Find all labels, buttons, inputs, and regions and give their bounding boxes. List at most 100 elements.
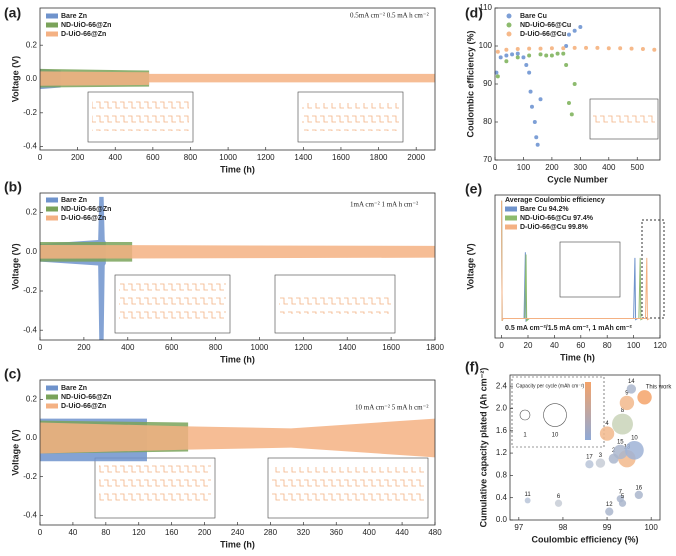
point — [549, 46, 554, 51]
legend-swatch — [46, 197, 58, 203]
x-tick-label: 1200 — [257, 153, 275, 162]
x-tick-label: 160 — [165, 528, 179, 537]
legend-swatch — [46, 385, 58, 391]
y-tick-label: 100 — [479, 41, 493, 50]
x-axis-label: Cycle Number — [547, 174, 608, 184]
bubble — [585, 460, 594, 469]
y-tick-label: -0.2 — [23, 108, 37, 117]
legend-swatch — [46, 215, 58, 221]
x-tick-label: 480 — [428, 528, 442, 537]
legend-swatch — [46, 394, 58, 400]
bubble-label: 11 — [525, 492, 532, 498]
legend-swatch — [46, 403, 58, 409]
plot-frame — [494, 7, 661, 161]
legend-title: Average Coulombic efficiency — [505, 197, 605, 204]
point — [538, 52, 543, 57]
annotation: 10 mA cm⁻² 5 mA h cm⁻² — [355, 404, 428, 412]
x-tick-label: 0 — [493, 163, 498, 172]
point — [494, 70, 499, 75]
point — [572, 45, 577, 50]
y-tick-label: 2.0 — [496, 404, 508, 413]
point — [527, 46, 532, 51]
size-legend-circle — [519, 409, 531, 421]
x-tick-label: 280 — [264, 528, 278, 537]
y-axis-label: Voltage (V) — [10, 56, 20, 102]
bubble-label: 10 — [631, 436, 638, 442]
x-tick-label: 1400 — [294, 153, 312, 162]
y-tick-label: 0.2 — [26, 40, 38, 49]
bubble-label: 6 — [557, 494, 561, 500]
legend-label: D-UiO-66@Zn — [61, 31, 106, 38]
point — [652, 47, 657, 52]
size-legend-label: 10 — [552, 433, 559, 439]
legend-swatch — [46, 206, 58, 212]
y-tick-label: 110 — [479, 3, 492, 12]
x-tick-label: 400 — [121, 343, 135, 352]
legend-label: Bare Cu — [520, 13, 547, 20]
x-tick-label: 0 — [499, 341, 504, 350]
plot-frame — [39, 192, 436, 341]
inset-trace — [593, 113, 655, 125]
x-tick-label: 500 — [631, 163, 645, 172]
y-tick-label: -0.4 — [23, 325, 37, 334]
voltage-band — [40, 418, 435, 458]
x-tick-label: 600 — [165, 343, 179, 352]
plot-frame — [39, 379, 436, 526]
bubble-label: 3 — [599, 453, 603, 459]
legend-swatch — [505, 215, 517, 221]
x-axis-label: Time (h) — [220, 164, 255, 174]
point — [572, 82, 577, 86]
x-axis-label: Coulombic efficiency (%) — [531, 534, 638, 544]
x-tick-label: 40 — [550, 341, 559, 350]
point — [629, 46, 634, 51]
legend-label: D-UiO-66@Cu 99.8% — [520, 224, 589, 231]
x-tick-label: 20 — [524, 341, 533, 350]
x-tick-label: 100 — [627, 341, 641, 350]
y-tick-label: 1.2 — [496, 448, 508, 457]
x-tick-label: 98 — [558, 523, 567, 532]
size-legend-title: Capacity per cycle (mAh cm⁻²) — [516, 383, 585, 389]
point — [504, 47, 509, 52]
panel-label: (b) — [4, 179, 22, 195]
x-tick-label: 200 — [71, 153, 85, 162]
x-axis-label: Time (h) — [220, 354, 255, 364]
annotation: 0.5 mA cm⁻²/1.5 mA cm⁻², 1 mAh cm⁻² — [505, 325, 633, 332]
point — [584, 45, 589, 50]
inset-trace — [119, 282, 226, 322]
size-legend-circle — [543, 403, 567, 427]
point — [504, 59, 509, 64]
point — [527, 70, 532, 75]
x-tick-label: 2000 — [407, 153, 425, 162]
point — [555, 51, 560, 56]
point — [529, 104, 534, 109]
inset-trace — [279, 292, 391, 314]
legend-swatch — [505, 224, 517, 230]
x-axis-label: Time (h) — [560, 352, 595, 362]
point — [528, 89, 533, 94]
x-tick-label: 0 — [38, 153, 43, 162]
x-tick-label: 40 — [68, 528, 77, 537]
y-tick-label: 2.4 — [496, 381, 508, 390]
bubble — [599, 426, 615, 441]
point — [561, 46, 566, 51]
x-tick-label: 360 — [330, 528, 344, 537]
voltage-band — [40, 71, 435, 86]
x-tick-label: 400 — [362, 528, 376, 537]
bubble-label: 16 — [635, 485, 642, 491]
bubble — [612, 413, 633, 435]
y-tick-label: 1.6 — [496, 426, 508, 435]
x-tick-label: 0 — [38, 343, 43, 352]
legend-swatch — [46, 22, 58, 28]
point — [572, 28, 577, 33]
x-tick-label: 200 — [77, 343, 91, 352]
bubble — [626, 384, 637, 394]
y-tick-label: 0.0 — [496, 515, 508, 524]
bubble-label: 15 — [617, 439, 624, 445]
bubble — [595, 458, 606, 468]
point — [504, 53, 509, 58]
point — [495, 74, 500, 79]
y-tick-label: 0.2 — [26, 208, 38, 217]
bubble — [619, 395, 635, 411]
y-axis-label: Cumulative capacity plated (Ah cm⁻²) — [478, 368, 488, 528]
y-axis-label: Coulombic efficiency (%) — [465, 30, 475, 137]
